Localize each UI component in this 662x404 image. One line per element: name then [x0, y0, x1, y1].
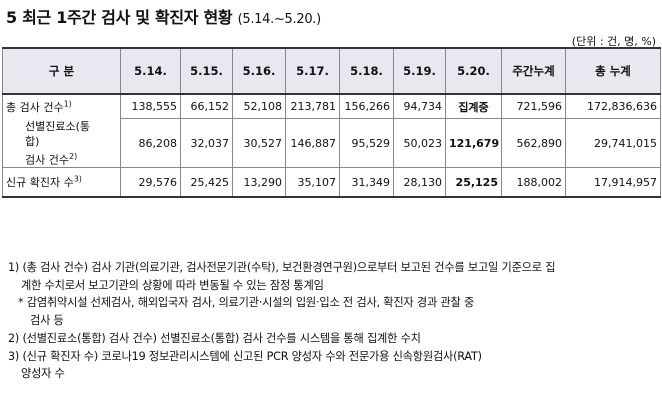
table-cell: 28,130 — [393, 167, 446, 199]
table-cell: 562,890 — [501, 117, 566, 169]
header-date: 5.19. — [393, 47, 446, 95]
header-weekly-total: 주간누계 — [501, 47, 566, 95]
table-row-new-cases: 신규 확진자 수3) 29,576 25,425 13,290 35,107 3… — [2, 167, 661, 199]
header-cumulative-total: 총 누계 — [565, 47, 661, 95]
table-cell: 213,781 — [285, 93, 340, 119]
header-date: 5.14. — [120, 47, 181, 95]
table-cell: 29,576 — [120, 167, 181, 199]
footnote-3: 3) (신규 확진자 수) 코로나19 정보관리시스템에 신고된 PCR 양성자… — [8, 349, 482, 381]
unit-label: (단위 : 건, 명, %) — [571, 35, 656, 48]
header-date: 5.18. — [339, 47, 394, 95]
header-category: 구 분 — [2, 47, 121, 95]
table-cell: 50,023 — [393, 117, 446, 169]
table-cell: 188,002 — [501, 167, 566, 199]
section-title: 5 최근 1주간 검사 및 확진자 현황 (5.14.~5.20.) — [6, 4, 321, 28]
table-cell: 121,679 — [445, 117, 502, 169]
table-cell: 25,425 — [180, 167, 233, 199]
header-date: 5.20. — [445, 47, 502, 95]
table-row-screening-tests: 선별진료소(통 합) 검사 건수2) 86,208 32,037 30,527 … — [2, 117, 661, 169]
header-date: 5.15. — [180, 47, 233, 95]
header-date: 5.17. — [285, 47, 340, 95]
row-label: 선별진료소(통 합) 검사 건수2) — [2, 118, 121, 169]
footnotes: 1) (총 검사 건수) 검사 기관(의료기관, 검사전문기관(수탁), 보건환… — [8, 259, 658, 383]
table-cell: 156,266 — [339, 93, 394, 119]
table-cell: 721,596 — [501, 93, 566, 119]
table-cell: 95,529 — [339, 117, 394, 169]
table-cell: 94,734 — [393, 93, 446, 119]
header-date: 5.16. — [232, 47, 286, 95]
table-cell: 30,527 — [232, 117, 286, 169]
title-date-range: (5.14.~5.20.) — [237, 12, 322, 27]
table-cell: 32,037 — [180, 117, 233, 169]
footnote-1: 1) (총 검사 건수) 검사 기관(의료기관, 검사전문기관(수탁), 보건환… — [8, 261, 556, 292]
table-cell: 138,555 — [120, 93, 181, 119]
table-cell: 31,349 — [339, 167, 394, 199]
footnote-2: 2) (선별진료소(통합) 검사 건수) 선별진료소(통합) 검사 건수를 시스… — [8, 331, 421, 345]
table-cell: 52,108 — [232, 93, 286, 119]
footnote-1-detail: * 감염취약시설 선제검사, 해외입국자 검사, 의료기관·시설의 입원·입소 … — [18, 296, 475, 328]
table-cell: 13,290 — [232, 167, 286, 199]
title-main: 5 최근 1주간 검사 및 확진자 현황 — [6, 8, 233, 27]
table-cell: 172,836,636 — [565, 93, 661, 119]
row-label: 총 검사 건수1) — [2, 93, 121, 119]
table-row-total-tests: 총 검사 건수1) 138,555 66,152 52,108 213,781 … — [2, 93, 661, 119]
header-row: 구 분 5.14. 5.15. 5.16. 5.17. 5.18. 5.19. … — [2, 47, 661, 95]
table-cell: 25,125 — [445, 167, 502, 199]
table-cell: 집계중 — [445, 93, 502, 119]
table-cell: 66,152 — [180, 93, 233, 119]
row-label: 신규 확진자 수3) — [2, 167, 121, 199]
stats-table: 구 분 5.14. 5.15. 5.16. 5.17. 5.18. 5.19. … — [2, 47, 661, 199]
table-cell: 17,914,957 — [565, 167, 661, 199]
table-cell: 35,107 — [285, 167, 340, 199]
table-cell: 146,887 — [285, 117, 340, 169]
table-cell: 86,208 — [120, 117, 181, 169]
table-cell: 29,741,015 — [565, 117, 661, 169]
